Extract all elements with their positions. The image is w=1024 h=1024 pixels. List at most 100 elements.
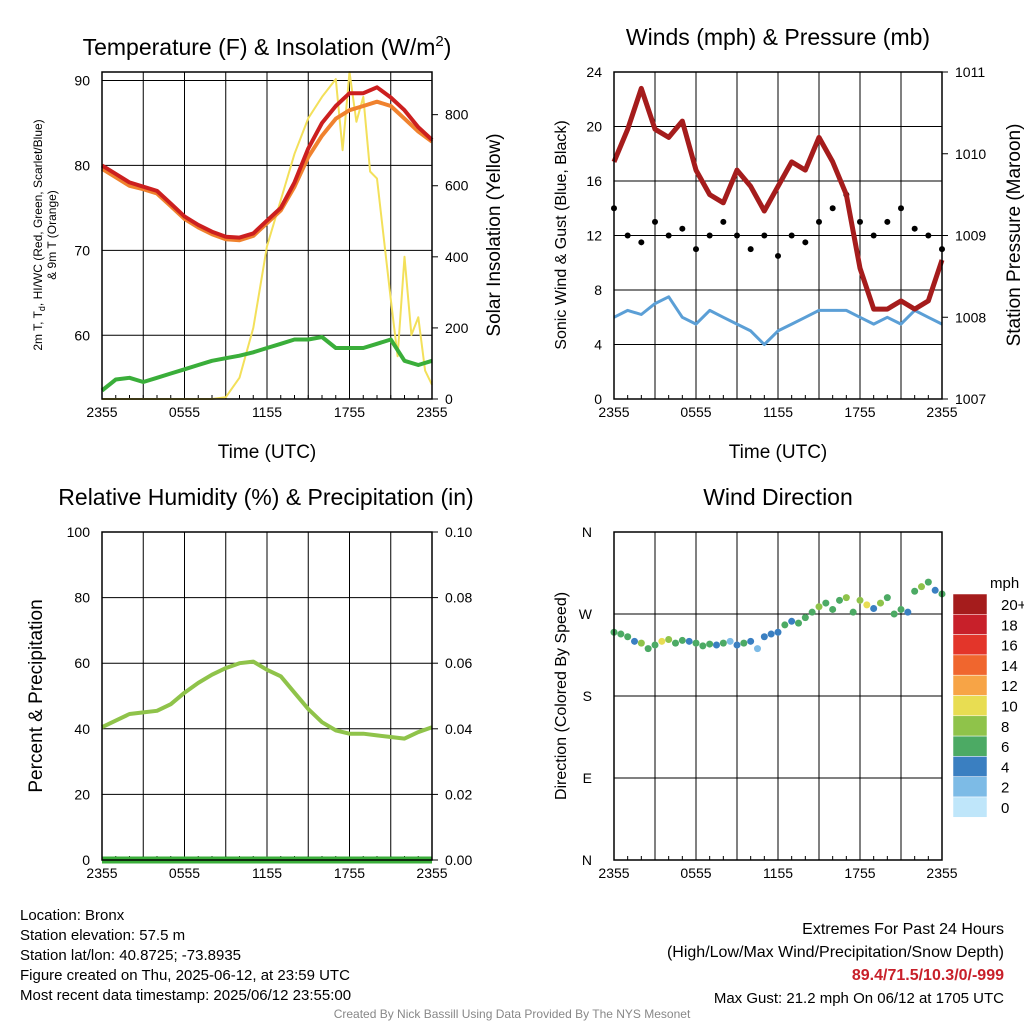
rh-y2-tick-label: 0.06 <box>445 655 472 671</box>
direction-point <box>733 641 741 649</box>
legend-label: 14 <box>1001 658 1018 675</box>
direction-point <box>658 637 666 645</box>
direction-point <box>883 594 891 602</box>
direction-point <box>706 640 714 648</box>
rh-y2-tick-label: 0.04 <box>445 721 472 737</box>
gust-point <box>802 239 809 246</box>
direction-point <box>836 596 843 604</box>
dir-y-tick-label: N <box>582 852 592 868</box>
legend-label: 10 <box>1001 699 1018 716</box>
gust-point <box>911 225 918 232</box>
gust-point <box>816 218 822 225</box>
legend-swatch <box>952 654 988 676</box>
dir-plot-frame <box>613 531 943 861</box>
latlon-text: Station lat/lon: 40.8725; -73.8935 <box>20 947 242 964</box>
elevation-text: Station elevation: 57.5 m <box>20 927 186 944</box>
gust-point <box>624 232 631 239</box>
legend-swatch <box>952 593 988 615</box>
rh-y-tick-label: 60 <box>74 655 90 671</box>
gust-point <box>638 239 645 246</box>
wind-plot-frame <box>613 71 943 400</box>
gust-point <box>857 218 863 225</box>
temp-y2-tick-label: 0 <box>445 391 453 407</box>
credit-text: Created By Nick Bassill Using Data Provi… <box>333 1007 691 1021</box>
wind-y2-tick-label: 1011 <box>955 64 985 80</box>
direction-point <box>617 630 625 638</box>
temp-y2-tick-label: 800 <box>445 107 469 123</box>
temp-plot-frame <box>101 71 433 400</box>
rh-x-tick-label: 0555 <box>169 865 200 881</box>
direction-point <box>713 641 720 649</box>
direction-point <box>726 637 734 645</box>
direction-point <box>754 645 761 653</box>
wind-chart-title: Winds (mph) & Pressure (mb) <box>626 24 930 50</box>
rh-y-tick-label: 100 <box>67 524 91 540</box>
legend-swatch <box>952 776 988 798</box>
direction-point <box>631 637 638 645</box>
temp-x-tick-label: 2355 <box>416 404 447 420</box>
dir-chart-title: Wind Direction <box>703 484 853 510</box>
temp-y-tick-label: 60 <box>74 327 90 343</box>
timestamp-text: Most recent data timestamp: 2025/06/12 2… <box>20 987 352 1004</box>
legend-label: 20+ <box>1001 597 1024 614</box>
temp-y-tick-label: 80 <box>74 157 90 173</box>
rh-y-tick-label: 0 <box>82 852 90 868</box>
dir-x-tick-label: 2355 <box>926 865 957 881</box>
legend-label: 2 <box>1001 780 1009 797</box>
location-text: Location: Bronx <box>20 907 125 924</box>
created-text: Figure created on Thu, 2025-06-12, at 23… <box>20 967 350 984</box>
direction-point <box>808 608 816 616</box>
gust-point <box>898 205 904 212</box>
svg-text:& 9m T (Orange): & 9m T (Orange) <box>45 190 59 280</box>
temp-x-tick-label: 1755 <box>334 404 365 420</box>
legend-label: 18 <box>1001 617 1018 634</box>
direction-point <box>911 587 919 595</box>
temp-chart-title: Temperature (F) & Insolation (W/m2) <box>83 33 452 60</box>
wind-y-tick-label: 12 <box>586 228 602 244</box>
gust-point <box>706 232 713 239</box>
direction-point <box>801 614 809 622</box>
rh-y-tick-label: 20 <box>74 786 90 802</box>
legend-label: 4 <box>1001 759 1009 776</box>
wind-x-tick-label: 2355 <box>926 404 957 420</box>
temp-y2-axis-label: Solar Insolation (Yellow) <box>484 133 505 336</box>
gust-point <box>747 246 754 253</box>
temp-x-tick-label: 0555 <box>169 404 200 420</box>
legend-swatch <box>952 695 988 717</box>
direction-point <box>678 636 686 644</box>
wind-y-tick-label: 20 <box>586 119 602 135</box>
gust-point <box>925 232 932 239</box>
svg-text:2m T, Td, HI/WC (Red, Green, S: 2m T, Td, HI/WC (Red, Green, Scarlet/Blu… <box>31 119 47 350</box>
temp-2m-line <box>100 85 434 240</box>
direction-point <box>842 594 850 602</box>
rh-x-tick-label: 1755 <box>334 865 365 881</box>
direction-point <box>877 599 884 607</box>
rh-plot-frame <box>101 531 433 861</box>
rh-chart-title: Relative Humidity (%) & Precipitation (i… <box>58 484 473 510</box>
gust-point <box>693 246 699 253</box>
rh-x-tick-label: 2355 <box>86 865 117 881</box>
wind-x-tick-label: 2355 <box>598 404 629 420</box>
max-gust-text: Max Gust: 21.2 mph On 06/12 at 1705 UTC <box>713 990 1004 1007</box>
direction-point <box>849 608 857 616</box>
temp-x-axis-label: Time (UTC) <box>218 442 317 463</box>
wind-x-axis-label: Time (UTC) <box>729 442 828 463</box>
dir-y-tick-label: E <box>583 770 592 786</box>
dir-x-tick-label: 0555 <box>680 865 711 881</box>
direction-point <box>788 617 796 625</box>
direction-point <box>760 633 768 641</box>
temp-x-tick-label: 2355 <box>86 404 117 420</box>
legend-swatch <box>952 614 988 635</box>
sonic-wind-line <box>613 295 943 346</box>
legend-label: 16 <box>1001 638 1018 655</box>
wind-y-axis-label: Sonic Wind & Gust (Blue, Black) <box>553 120 570 349</box>
direction-point <box>863 601 871 609</box>
rh-y-tick-label: 40 <box>74 721 90 737</box>
gust-point <box>788 232 795 239</box>
direction-point <box>924 578 932 586</box>
dir-y-tick-label: S <box>583 688 592 704</box>
station-pressure-line <box>611 85 945 312</box>
direction-point <box>692 639 700 647</box>
rh-y-axis-label: Percent & Precipitation <box>26 599 47 792</box>
